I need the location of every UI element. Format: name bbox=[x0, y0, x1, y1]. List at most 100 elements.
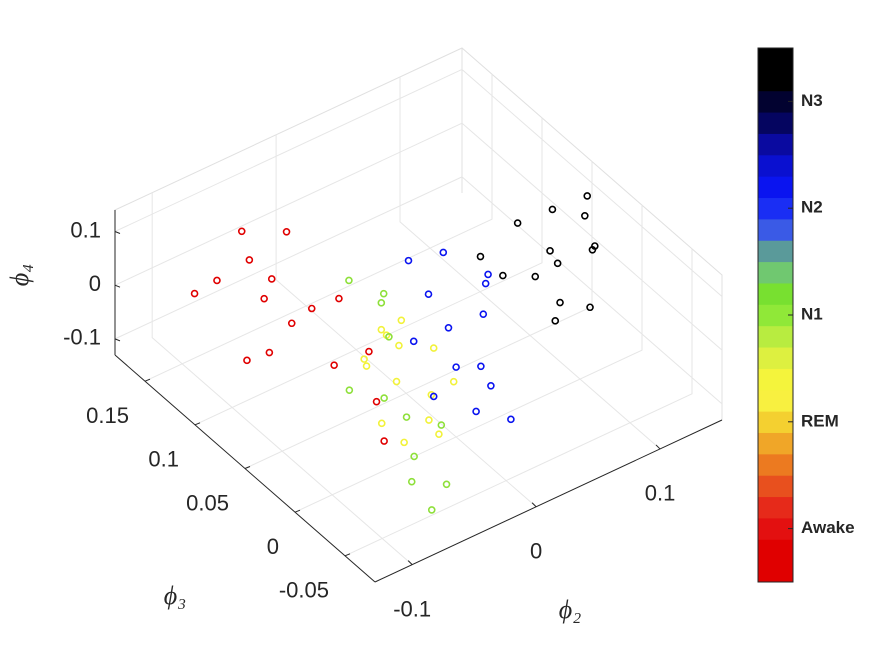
point bbox=[425, 416, 433, 424]
point bbox=[472, 407, 480, 416]
z-tick bbox=[114, 231, 121, 234]
point bbox=[429, 344, 438, 352]
point bbox=[424, 290, 433, 298]
colorbar-segment bbox=[758, 69, 793, 92]
point bbox=[429, 392, 438, 401]
colorbar-segment bbox=[758, 325, 793, 348]
point bbox=[379, 289, 388, 298]
y-tick-label: -0.05 bbox=[279, 578, 329, 603]
point bbox=[452, 363, 460, 371]
colorbar-segment bbox=[758, 411, 793, 433]
colorbar-segment bbox=[758, 368, 793, 391]
point bbox=[190, 289, 199, 298]
point bbox=[404, 256, 413, 265]
y-tick bbox=[294, 509, 301, 513]
y-tick-label: 0.1 bbox=[148, 447, 179, 472]
point bbox=[449, 377, 458, 386]
point bbox=[362, 362, 371, 370]
point bbox=[260, 294, 268, 303]
point bbox=[365, 347, 373, 356]
y-tick-label: 0.15 bbox=[86, 403, 129, 428]
point bbox=[330, 361, 338, 369]
point bbox=[397, 316, 406, 325]
grid-line bbox=[151, 192, 413, 566]
point bbox=[307, 304, 316, 313]
point bbox=[531, 272, 540, 281]
point bbox=[553, 259, 562, 268]
x-tick-label: 0 bbox=[530, 539, 542, 564]
point bbox=[556, 298, 564, 307]
colorbar-segment bbox=[758, 539, 793, 562]
y-axis-label: ϕ₃ bbox=[164, 581, 187, 610]
grid-line bbox=[244, 161, 593, 469]
point bbox=[586, 303, 594, 312]
x-tick bbox=[655, 444, 661, 450]
point bbox=[479, 310, 488, 318]
colorbar-label: N3 bbox=[801, 91, 823, 110]
grid-line bbox=[275, 134, 537, 508]
grid-line bbox=[344, 248, 693, 557]
colorbar-segment bbox=[758, 282, 793, 305]
point bbox=[267, 275, 276, 283]
point bbox=[377, 299, 386, 307]
z-tick bbox=[114, 338, 121, 342]
y-tick bbox=[144, 378, 151, 382]
z-tick-label: 0 bbox=[89, 271, 101, 296]
colorbar-label: N2 bbox=[801, 198, 823, 217]
point bbox=[410, 452, 418, 461]
point bbox=[583, 192, 592, 200]
colorbar-segment bbox=[758, 90, 793, 113]
grid-line bbox=[399, 76, 661, 450]
point bbox=[407, 477, 416, 486]
x-tick-label: -0.1 bbox=[393, 596, 431, 621]
colorbar-segment bbox=[758, 218, 793, 241]
point bbox=[245, 256, 254, 264]
point bbox=[435, 430, 443, 438]
z-tick-label: 0.1 bbox=[70, 217, 101, 242]
colorbar-segment bbox=[758, 176, 793, 199]
point bbox=[409, 337, 418, 346]
point bbox=[380, 437, 388, 445]
box-edge bbox=[114, 47, 723, 420]
point bbox=[335, 294, 343, 303]
y-axis bbox=[114, 354, 376, 583]
point bbox=[499, 271, 507, 280]
points bbox=[190, 192, 599, 514]
point bbox=[372, 397, 381, 406]
x-axis bbox=[374, 419, 723, 583]
x-tick-label: 0.1 bbox=[645, 481, 676, 506]
grid-line bbox=[114, 122, 723, 351]
grid-line bbox=[114, 176, 723, 405]
point bbox=[442, 480, 451, 489]
colorbar-segment bbox=[758, 261, 793, 284]
x-tick bbox=[407, 560, 413, 565]
colorbar: Awake REM N1 N2 N3 bbox=[757, 47, 855, 583]
colorbar-segment bbox=[758, 112, 793, 134]
point bbox=[437, 421, 446, 429]
point bbox=[237, 227, 246, 236]
point bbox=[507, 415, 515, 424]
colorbar-segment bbox=[758, 496, 793, 519]
point bbox=[581, 211, 589, 220]
point bbox=[439, 248, 448, 257]
point bbox=[377, 325, 386, 334]
point bbox=[591, 242, 599, 250]
x-axis-label: ϕ₂ bbox=[559, 595, 582, 624]
point bbox=[548, 205, 557, 214]
colorbar-segment bbox=[758, 475, 793, 498]
point bbox=[360, 355, 368, 363]
point bbox=[213, 276, 221, 285]
point bbox=[377, 419, 386, 428]
point bbox=[551, 317, 560, 325]
point bbox=[444, 323, 453, 332]
point bbox=[395, 341, 403, 350]
y-tick bbox=[194, 422, 201, 426]
point bbox=[400, 438, 408, 447]
point bbox=[282, 227, 291, 236]
y-tick-label: 0 bbox=[267, 534, 279, 559]
point bbox=[345, 386, 354, 394]
point bbox=[402, 413, 411, 421]
colorbar-segment bbox=[758, 347, 793, 369]
point bbox=[427, 506, 436, 514]
grid-line bbox=[294, 205, 643, 513]
